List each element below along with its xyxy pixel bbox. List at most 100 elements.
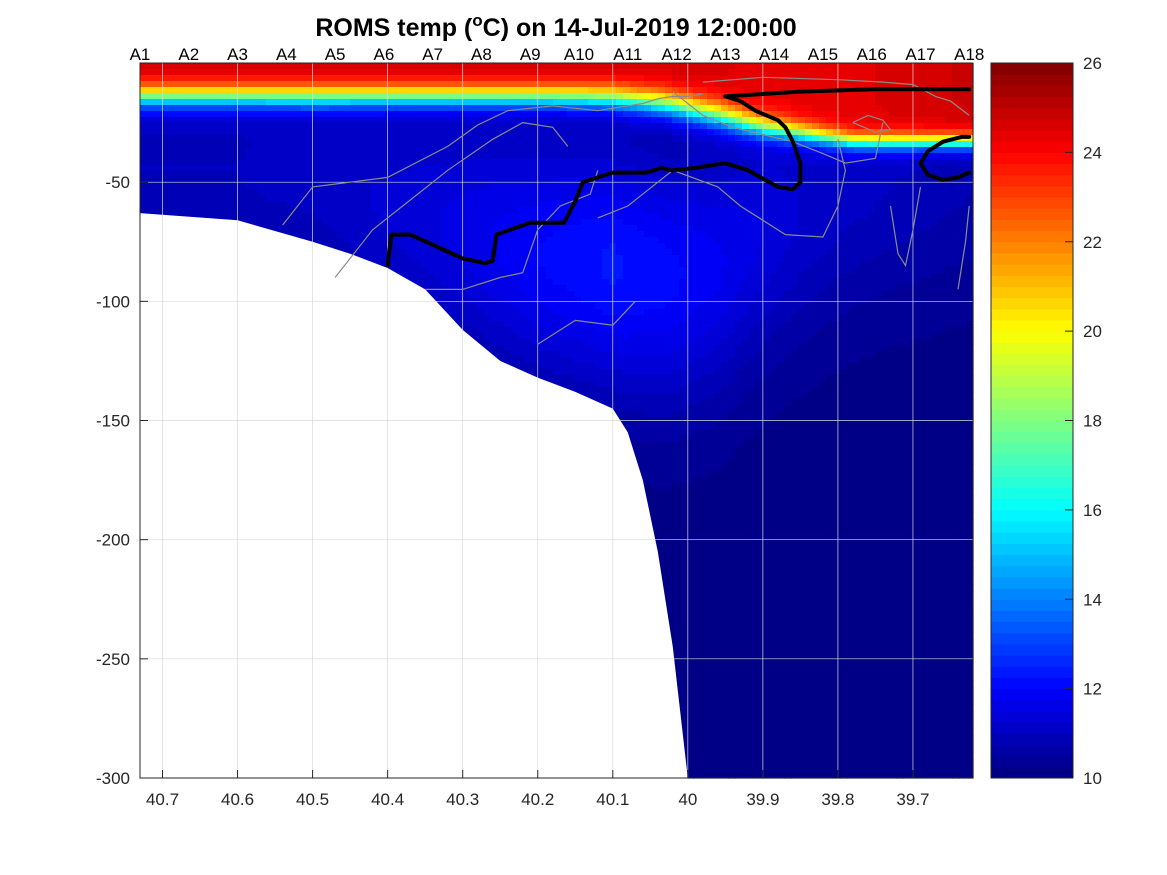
heatmap-cell bbox=[406, 135, 414, 142]
heatmap-cell bbox=[420, 243, 428, 250]
heatmap-cell bbox=[259, 111, 267, 118]
heatmap-cell bbox=[371, 183, 379, 190]
heatmap-cell bbox=[378, 87, 386, 94]
heatmap-cell bbox=[427, 99, 435, 106]
heatmap-cell bbox=[294, 213, 302, 220]
heatmap-cell bbox=[336, 129, 344, 136]
heatmap-cell bbox=[329, 189, 337, 196]
heatmap-cell bbox=[259, 99, 267, 106]
station-label: A12 bbox=[661, 45, 691, 64]
heatmap-cell bbox=[231, 189, 239, 196]
heatmap-cell bbox=[238, 159, 246, 166]
heatmap-cell bbox=[322, 129, 330, 136]
heatmap-cell bbox=[357, 135, 365, 142]
heatmap-cell bbox=[336, 189, 344, 196]
heatmap-cell bbox=[224, 189, 232, 196]
heatmap-cell bbox=[238, 189, 246, 196]
heatmap-cell bbox=[350, 189, 358, 196]
heatmap-cell bbox=[427, 123, 435, 130]
heatmap-cell bbox=[364, 189, 372, 196]
heatmap-cell bbox=[399, 141, 407, 148]
heatmap-cell bbox=[364, 243, 372, 250]
heatmap-cell bbox=[294, 87, 302, 94]
heatmap-cell bbox=[259, 105, 267, 112]
heatmap-cell bbox=[322, 159, 330, 166]
heatmap-cell bbox=[175, 147, 183, 154]
heatmap-cell bbox=[336, 63, 344, 70]
heatmap-cell bbox=[329, 195, 337, 202]
station-label: A2 bbox=[178, 45, 199, 64]
heatmap-cell bbox=[343, 165, 351, 172]
heatmap-cell bbox=[322, 237, 330, 244]
heatmap-cell bbox=[364, 69, 372, 76]
heatmap-cell bbox=[364, 219, 372, 226]
heatmap-cell bbox=[350, 147, 358, 154]
heatmap-cell bbox=[329, 225, 337, 232]
heatmap-cell bbox=[266, 111, 274, 118]
heatmap-cell bbox=[147, 201, 155, 208]
heatmap-cell bbox=[196, 213, 204, 220]
heatmap-cell bbox=[315, 69, 323, 76]
heatmap-cell bbox=[280, 105, 288, 112]
heatmap-cell bbox=[413, 219, 421, 226]
heatmap-cell bbox=[280, 123, 288, 130]
heatmap-cell bbox=[182, 99, 190, 106]
heatmap-cell bbox=[385, 141, 393, 148]
heatmap-cell bbox=[420, 189, 428, 196]
heatmap-cell bbox=[413, 177, 421, 184]
heatmap-cell bbox=[420, 87, 428, 94]
heatmap-cell bbox=[427, 255, 435, 262]
heatmap-cell bbox=[322, 231, 330, 238]
heatmap-cell bbox=[252, 207, 260, 214]
heatmap-cell bbox=[189, 147, 197, 154]
heatmap-cell bbox=[378, 135, 386, 142]
heatmap-cell bbox=[308, 105, 316, 112]
heatmap-cell bbox=[231, 195, 239, 202]
heatmap-cell bbox=[238, 177, 246, 184]
heatmap-cell bbox=[196, 159, 204, 166]
heatmap-cell bbox=[427, 69, 435, 76]
heatmap-cell bbox=[203, 111, 211, 118]
heatmap-cell bbox=[280, 81, 288, 88]
heatmap-cell bbox=[217, 123, 225, 130]
heatmap-cell bbox=[175, 69, 183, 76]
heatmap-cell bbox=[371, 117, 379, 124]
heatmap-cell bbox=[413, 99, 421, 106]
heatmap-cell bbox=[371, 81, 379, 88]
heatmap-cell bbox=[350, 213, 358, 220]
heatmap-cell bbox=[406, 225, 414, 232]
heatmap-cell bbox=[364, 171, 372, 178]
heatmap-cell bbox=[308, 69, 316, 76]
heatmap-cell bbox=[399, 159, 407, 166]
heatmap-cell bbox=[371, 111, 379, 118]
heatmap-cell bbox=[196, 183, 204, 190]
heatmap-cell bbox=[378, 123, 386, 130]
heatmap-cell bbox=[301, 225, 309, 232]
heatmap-cell bbox=[308, 87, 316, 94]
heatmap-cell bbox=[420, 129, 428, 136]
heatmap-cell bbox=[357, 219, 365, 226]
heatmap-cell bbox=[385, 165, 393, 172]
heatmap-cell bbox=[329, 117, 337, 124]
heatmap-cell bbox=[371, 135, 379, 142]
heatmap-cell bbox=[357, 165, 365, 172]
heatmap-cell bbox=[175, 63, 183, 70]
heatmap-cell bbox=[371, 243, 379, 250]
heatmap-cell bbox=[378, 213, 386, 220]
heatmap-cell bbox=[308, 81, 316, 88]
heatmap-cell bbox=[196, 123, 204, 130]
heatmap-cell bbox=[420, 177, 428, 184]
heatmap-cell bbox=[154, 153, 162, 160]
heatmap-cell bbox=[189, 141, 197, 148]
heatmap-cell bbox=[308, 75, 316, 82]
heatmap-cell bbox=[336, 195, 344, 202]
heatmap-cell bbox=[427, 183, 435, 190]
heatmap-cell bbox=[210, 171, 218, 178]
heatmap-cell bbox=[259, 129, 267, 136]
heatmap-cell bbox=[203, 129, 211, 136]
heatmap-cell bbox=[280, 129, 288, 136]
heatmap-cell bbox=[378, 147, 386, 154]
heatmap-cell bbox=[427, 291, 435, 298]
heatmap-cell bbox=[413, 69, 421, 76]
heatmap-cell bbox=[294, 219, 302, 226]
